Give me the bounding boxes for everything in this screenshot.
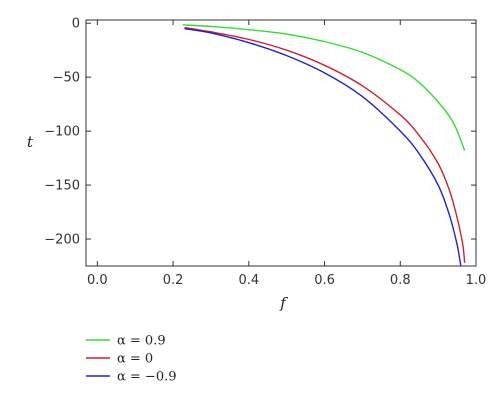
legend-label: α = 0 [117, 352, 153, 367]
plot-frame [85, 19, 477, 267]
x-tick-label: 0.6 [314, 273, 335, 288]
series-line-1 [184, 26, 466, 263]
y-tick-label: −100 [44, 125, 80, 140]
x-axis-title: f [279, 294, 288, 312]
y-tick-label: −150 [44, 179, 80, 194]
y-tick-label: 0 [72, 17, 80, 32]
x-axis-ticks: 0.0 0.2 0.4 0.6 0.8 1.0 [87, 20, 486, 288]
series-line-0 [182, 24, 466, 151]
x-tick-label: 0.2 [163, 273, 184, 288]
y-tick-label: −200 [44, 233, 80, 248]
y-axis-ticks: 0 −50 −100 −150 −200 [44, 17, 476, 248]
series-lines [182, 24, 466, 266]
legend-label: α = 0.9 [117, 334, 166, 349]
x-tick-label: 1.0 [466, 273, 487, 288]
legend: α = 0.9 α = 0 α = −0.9 [86, 334, 177, 385]
x-tick-label: 0.4 [238, 273, 259, 288]
y-axis-title: t [27, 133, 34, 151]
x-tick-label: 0.0 [87, 273, 108, 288]
x-tick-label: 0.8 [390, 273, 411, 288]
y-tick-label: −50 [53, 71, 80, 86]
series-line-2 [184, 27, 462, 266]
legend-label: α = −0.9 [117, 370, 177, 385]
